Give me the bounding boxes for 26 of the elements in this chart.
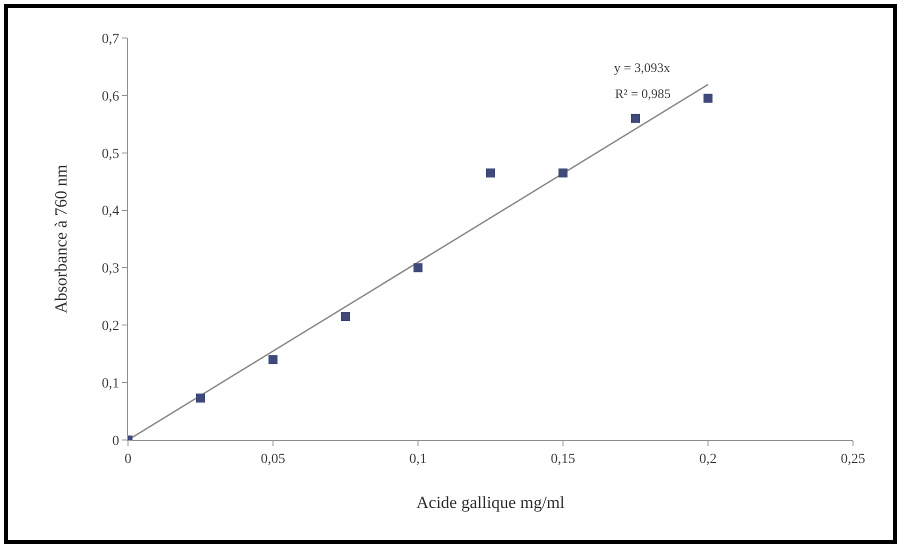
y-tick-label: 0,6 xyxy=(102,89,120,104)
x-axis-title: Acide gallique mg/ml xyxy=(416,493,565,512)
y-tick-label: 0 xyxy=(112,434,120,449)
x-tick-label: 0,05 xyxy=(260,452,286,467)
point xyxy=(341,312,350,322)
annotation: y = 3,093x xyxy=(614,60,671,75)
point xyxy=(196,394,205,403)
point xyxy=(704,94,712,103)
x-tick-label: 0,1 xyxy=(409,452,427,467)
point xyxy=(268,355,278,364)
point xyxy=(486,168,495,178)
y-tick-label: 0,2 xyxy=(102,319,120,334)
y-tick-label: 0,4 xyxy=(102,204,120,220)
annotation: R² = 0,985 xyxy=(615,86,671,101)
y-tick-label: 0,5 xyxy=(102,146,120,162)
x-tick-label: 0,15 xyxy=(550,452,576,467)
y-axis-title: Absorbance à 760 nm xyxy=(51,164,70,314)
point xyxy=(414,263,422,272)
x-tick-label: 0,25 xyxy=(840,452,866,467)
y-tick-label: 0,3 xyxy=(102,262,120,277)
x-tick-label: 0 xyxy=(124,452,132,467)
point xyxy=(558,168,568,178)
point xyxy=(631,114,640,123)
y-tick-label: 0,7 xyxy=(102,32,120,47)
y-tick-label: 0,1 xyxy=(102,376,120,392)
x-tick-label: 0,2 xyxy=(699,452,717,467)
